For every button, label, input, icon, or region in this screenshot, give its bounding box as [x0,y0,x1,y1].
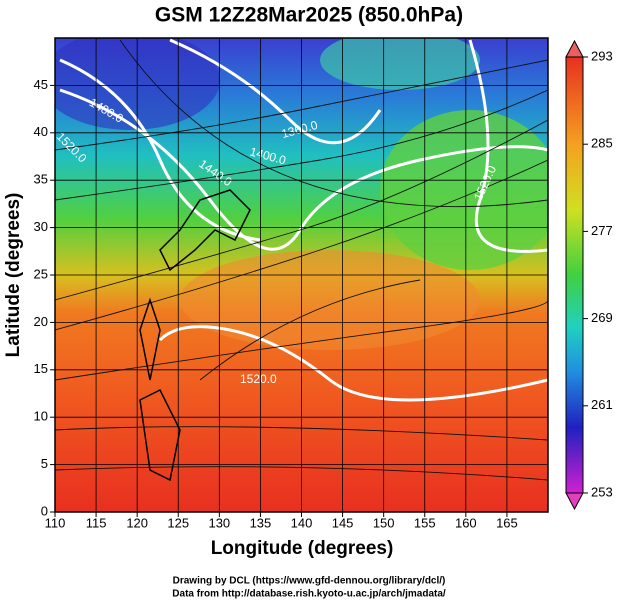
y-tick-label: 40 [34,124,48,139]
y-tick-label: 35 [34,172,48,187]
footer: Drawing by DCL (https://www.gfd-dennou.o… [173,576,446,587]
x-tick-label: 120 [126,515,148,530]
footer: Data from http://database.rish.kyoto-u.a… [172,589,446,600]
colorbar-tick-label: 253 [591,484,613,499]
colorbar-tick-label: 285 [591,136,613,151]
y-tick-label: 20 [34,314,48,329]
field: 1480.0 1520.0 1360.0 1400.0 1440.0 1520.… [55,38,548,512]
colorbar-tick-label: 261 [591,397,613,412]
title: GSM 12Z28Mar2025 (850.0hPa) [155,4,463,27]
colorbar-tick-label: 269 [591,310,613,325]
x-tick-label: 165 [496,515,518,530]
y-tick-label: 0 [41,503,48,518]
y-tick-label: 30 [34,219,48,234]
x-tick-label: 140 [291,515,313,530]
y-tick-label: 5 [41,456,48,471]
x-axis-label: Longitude (degrees) [211,538,394,559]
x-tick-label: 135 [250,515,272,530]
x-tick-label: 115 [86,515,107,530]
contour-label: 1520.0 [240,372,277,386]
y-tick-label: 45 [34,77,48,92]
y-tick-label: 10 [34,409,48,424]
x-tick-label: 130 [208,515,230,530]
x-tick-label: 155 [414,515,436,530]
x-tick-label: 125 [167,515,189,530]
grid [54,38,548,513]
x-tick-label: 160 [455,515,477,530]
y-axis-label: Latitude (degrees) [3,193,24,358]
x-tick-label: 145 [332,515,354,530]
y-tick-label: 15 [34,361,48,376]
x-tick-label: 110 [45,515,66,530]
colorbar-tick-label: 293 [591,48,613,63]
colorbar-tick-label: 277 [591,223,613,238]
colorbar [565,39,584,511]
y-tick-label: 25 [34,266,48,281]
x-tick-label: 150 [373,515,395,530]
